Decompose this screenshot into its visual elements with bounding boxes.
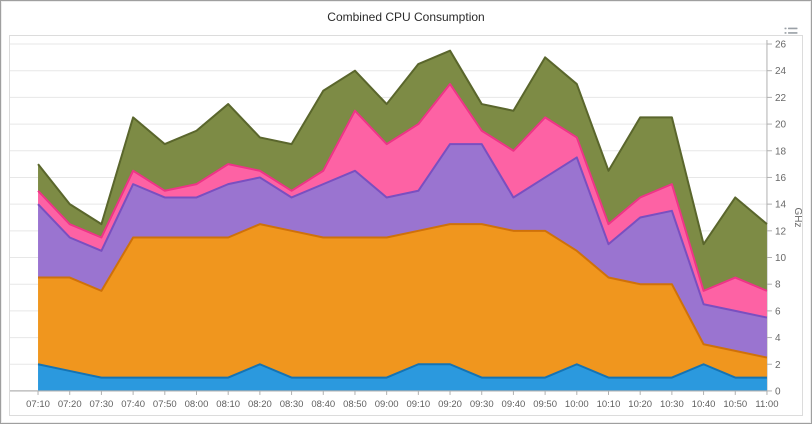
svg-text:09:40: 09:40 bbox=[502, 399, 526, 410]
svg-text:22: 22 bbox=[775, 93, 787, 104]
svg-text:08:00: 08:00 bbox=[185, 399, 209, 410]
svg-text:08:50: 08:50 bbox=[343, 399, 367, 410]
svg-text:09:00: 09:00 bbox=[375, 399, 399, 410]
svg-text:09:50: 09:50 bbox=[533, 399, 557, 410]
svg-text:20: 20 bbox=[775, 120, 787, 131]
svg-text:07:20: 07:20 bbox=[58, 399, 82, 410]
svg-text:0: 0 bbox=[775, 386, 781, 397]
svg-text:09:30: 09:30 bbox=[470, 399, 494, 410]
svg-text:07:40: 07:40 bbox=[121, 399, 145, 410]
svg-text:07:30: 07:30 bbox=[90, 399, 114, 410]
svg-text:10:50: 10:50 bbox=[723, 399, 747, 410]
svg-text:10:20: 10:20 bbox=[628, 399, 652, 410]
svg-text:10:10: 10:10 bbox=[597, 399, 621, 410]
svg-text:18: 18 bbox=[775, 146, 787, 157]
svg-text:11:00: 11:00 bbox=[755, 399, 778, 410]
svg-text:10:00: 10:00 bbox=[565, 399, 589, 410]
svg-text:08:10: 08:10 bbox=[216, 399, 240, 410]
svg-text:GHz: GHz bbox=[792, 207, 802, 227]
svg-text:10: 10 bbox=[775, 253, 787, 264]
svg-text:24: 24 bbox=[775, 66, 787, 77]
svg-text:07:10: 07:10 bbox=[26, 399, 50, 410]
svg-text:10:30: 10:30 bbox=[660, 399, 684, 410]
svg-text:08:20: 08:20 bbox=[248, 399, 272, 410]
svg-text:09:10: 09:10 bbox=[406, 399, 430, 410]
svg-text:16: 16 bbox=[775, 173, 787, 184]
svg-text:08:40: 08:40 bbox=[311, 399, 335, 410]
svg-text:07:50: 07:50 bbox=[153, 399, 177, 410]
svg-text:2: 2 bbox=[775, 360, 781, 371]
svg-text:08:30: 08:30 bbox=[280, 399, 304, 410]
svg-text:26: 26 bbox=[775, 40, 787, 51]
chart-title: Combined CPU Consumption bbox=[327, 10, 485, 24]
svg-text:09:20: 09:20 bbox=[438, 399, 462, 410]
svg-text:8: 8 bbox=[775, 280, 781, 291]
svg-text:12: 12 bbox=[775, 226, 787, 237]
chart-panel: 0 2 4 6 8 10 12 14 16 18 20 22 24 26 07:10 07:20 07:30 07… bbox=[9, 35, 803, 416]
svg-text:4: 4 bbox=[775, 333, 781, 344]
svg-text:10:40: 10:40 bbox=[692, 399, 716, 410]
svg-text:14: 14 bbox=[775, 200, 787, 211]
svg-text:6: 6 bbox=[775, 306, 781, 317]
